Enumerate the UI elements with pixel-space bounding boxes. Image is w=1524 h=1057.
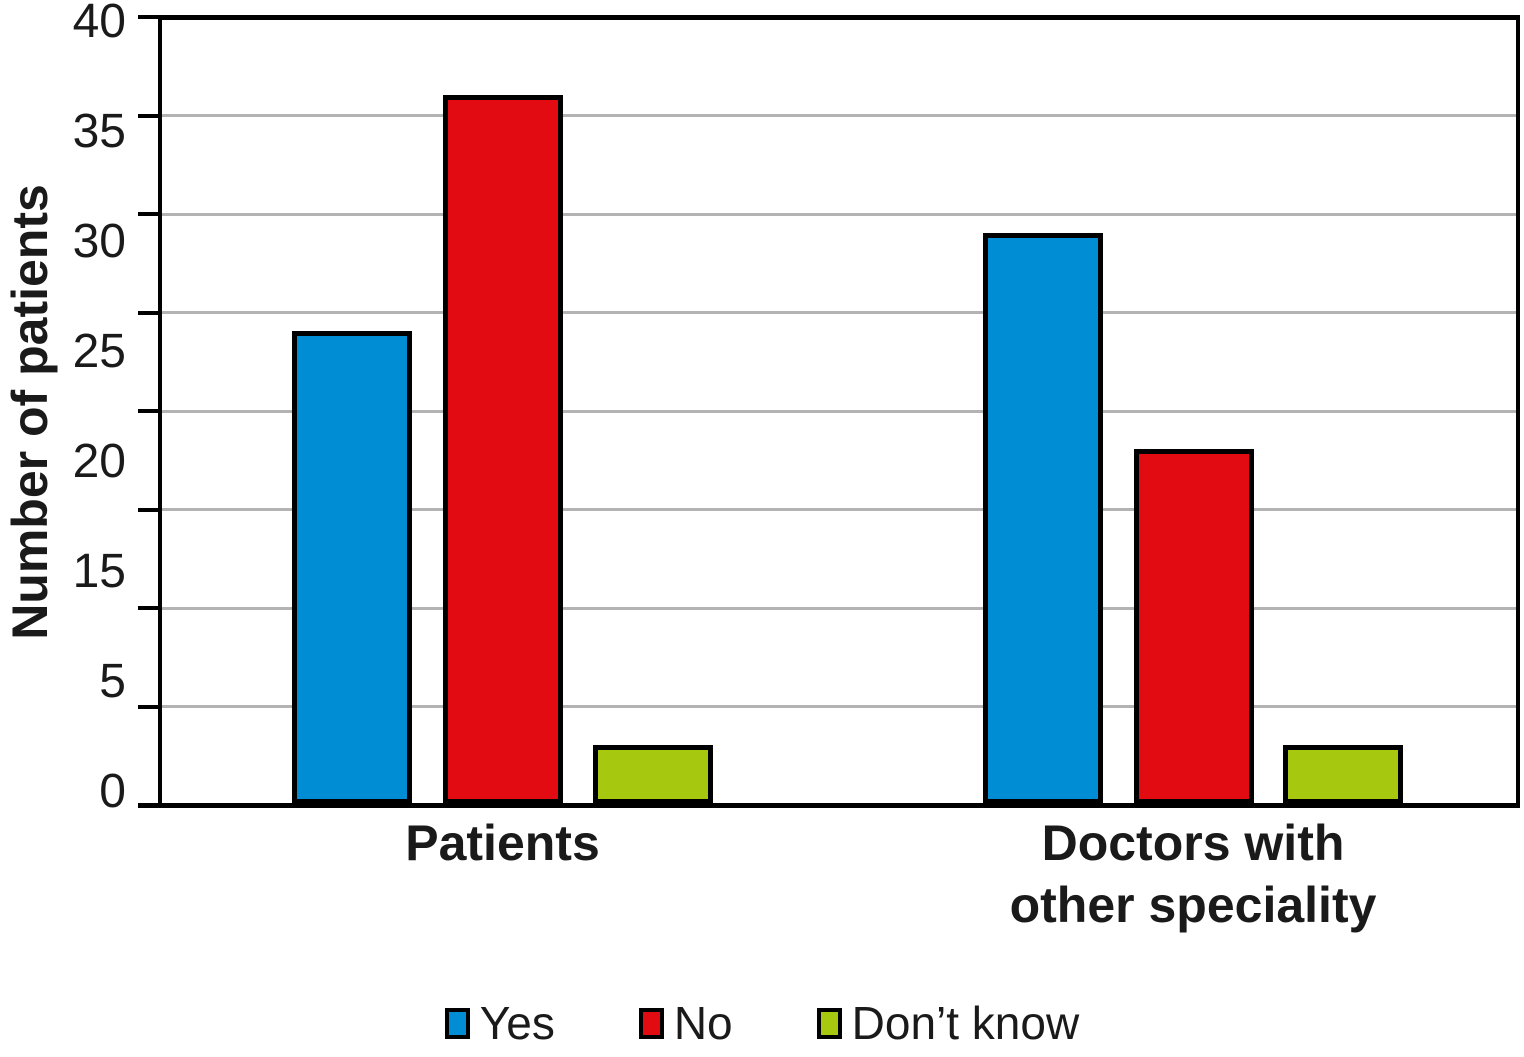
y-axis-tick-30 bbox=[138, 212, 160, 216]
bar-patients-no bbox=[443, 94, 563, 804]
bar-doctors-yes bbox=[983, 232, 1103, 804]
legend-marker-no bbox=[638, 1007, 664, 1039]
x-axis-label-line: Patients bbox=[405, 815, 600, 871]
x-axis-line bbox=[138, 803, 1520, 808]
y-tick-label-0: 0 bbox=[99, 765, 126, 818]
gridline-20 bbox=[162, 409, 1516, 413]
legend-item-yes: Yes bbox=[444, 997, 555, 1049]
x-axis-label-line: Doctors with bbox=[1041, 815, 1345, 871]
bar-patients-don-t-know bbox=[593, 744, 713, 804]
y-axis-tick-5 bbox=[138, 704, 160, 709]
gridline-25 bbox=[162, 311, 1516, 314]
y-axis-tick-labels: 40 35 30 25 20 15 5 0 bbox=[0, 0, 126, 822]
gridline-30 bbox=[162, 212, 1516, 216]
legend-marker-yes bbox=[444, 1007, 470, 1039]
bar-doctors-no bbox=[1134, 449, 1254, 804]
y-axis-tick-40 bbox=[138, 15, 160, 19]
y-tick-label-30: 30 bbox=[72, 215, 126, 268]
y-axis-tick-10 bbox=[138, 606, 160, 610]
y-tick-label-25: 25 bbox=[72, 325, 126, 378]
legend-label-yes: Yes bbox=[479, 997, 555, 1049]
bar-doctors-don-t-know bbox=[1283, 744, 1403, 804]
y-tick-label-40: 40 bbox=[72, 0, 126, 48]
gridline-35 bbox=[162, 114, 1516, 117]
plot-frame-top bbox=[158, 15, 1520, 20]
bar-patients-yes bbox=[292, 331, 412, 804]
legend-marker-don-t-know bbox=[816, 1007, 842, 1039]
y-axis-tick-25 bbox=[138, 310, 160, 315]
y-tick-label-15: 15 bbox=[72, 545, 126, 598]
y-tick-label-20: 20 bbox=[72, 435, 126, 488]
legend-item-no: No bbox=[638, 997, 733, 1049]
x-axis-label-line: other speciality bbox=[1009, 877, 1377, 933]
y-axis-line bbox=[158, 15, 162, 808]
legend-label-no: No bbox=[673, 997, 733, 1049]
gridline-15 bbox=[162, 508, 1516, 511]
plot-frame-right bbox=[1516, 15, 1520, 808]
y-axis-tick-35 bbox=[138, 113, 160, 118]
y-axis-tick-15 bbox=[138, 507, 160, 512]
gridline-5 bbox=[162, 705, 1516, 708]
y-axis-tick-20 bbox=[138, 409, 160, 413]
gridline-10 bbox=[162, 606, 1516, 610]
legend: Yes No Don’t know bbox=[0, 1000, 1524, 1046]
legend-label-don-t-know: Don’t know bbox=[851, 997, 1080, 1049]
legend-item-don-t-know: Don’t know bbox=[816, 997, 1080, 1049]
x-axis-label-patients: Patients bbox=[405, 812, 600, 874]
y-tick-label-5: 5 bbox=[99, 655, 126, 708]
x-axis-label-doctors-with-other-speciality: Doctors with other speciality bbox=[1010, 812, 1377, 936]
y-tick-label-35: 35 bbox=[72, 105, 126, 158]
